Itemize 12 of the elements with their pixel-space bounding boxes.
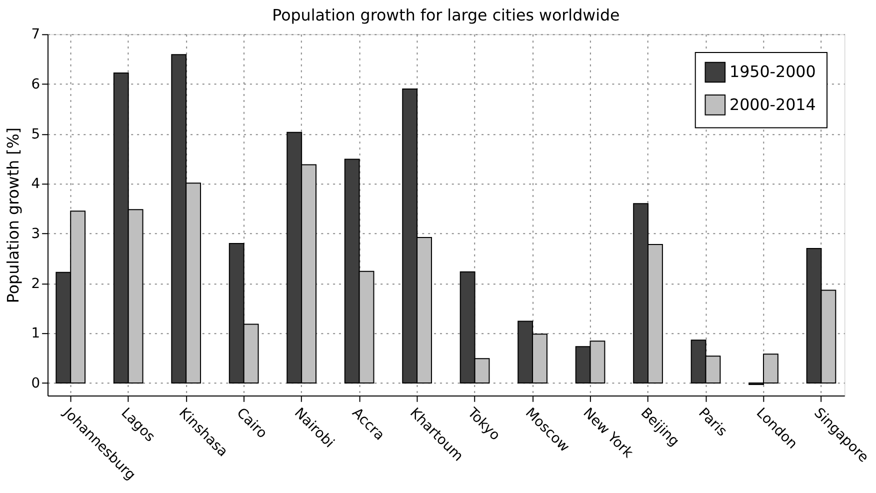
- chart-title: Population growth for large cities worldwide: [272, 5, 620, 24]
- y-tick-label: 1: [31, 326, 40, 342]
- y-tick-label: 2: [31, 276, 40, 292]
- y-tick-label: 6: [31, 76, 40, 92]
- y-tick-label: 4: [31, 176, 40, 192]
- y-tick-label: 0: [31, 375, 40, 392]
- y-axis-title: Population growth [%]: [3, 127, 22, 304]
- y-tick-label: 5: [31, 126, 40, 142]
- legend-label: 1950-2000: [730, 62, 816, 82]
- y-tick-label: 3: [31, 226, 40, 242]
- y-tick-label: 7: [31, 26, 40, 43]
- legend-label: 2000-2014: [730, 94, 816, 114]
